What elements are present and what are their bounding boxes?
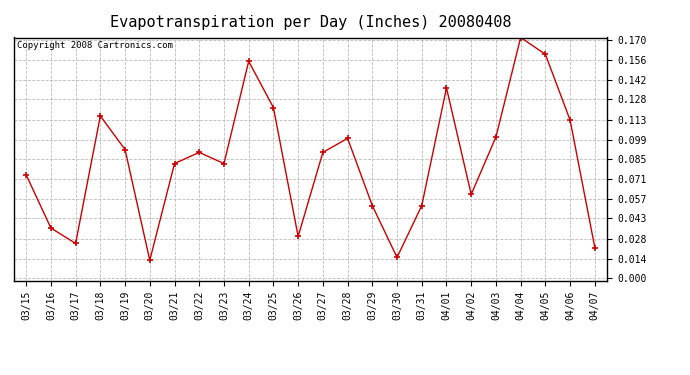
Text: Copyright 2008 Cartronics.com: Copyright 2008 Cartronics.com xyxy=(17,41,172,50)
Text: Evapotranspiration per Day (Inches) 20080408: Evapotranspiration per Day (Inches) 2008… xyxy=(110,15,511,30)
